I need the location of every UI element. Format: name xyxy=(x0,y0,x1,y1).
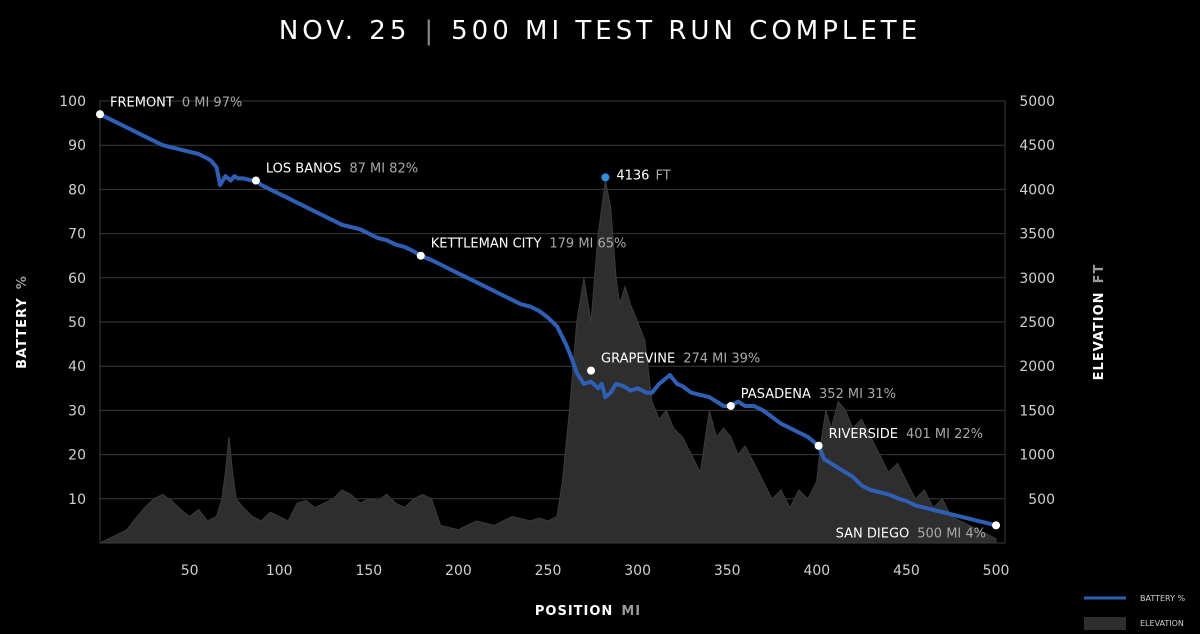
y-axis-ticks: 10 20 30 40 50 60 70 80 90 100 xyxy=(59,94,86,508)
annotation-markers: FREMONT 0 MI 97% LOS BANOS 87 MI 82% KETTLEM… xyxy=(96,95,1001,541)
y2-tick-label: 2000 xyxy=(1019,359,1055,375)
annotation-marker xyxy=(992,521,1001,530)
battery-line-group xyxy=(98,112,998,528)
x-tick-label: 500 xyxy=(983,563,1010,579)
peak-label: 4136 FT xyxy=(616,168,670,183)
x-tick-label: 400 xyxy=(803,563,830,579)
y2-tick-label: 4500 xyxy=(1019,138,1055,154)
legend-elevation-swatch xyxy=(1084,617,1126,630)
annotation-label: RIVERSIDE 401 MI 22% xyxy=(829,427,983,442)
annotation-marker xyxy=(251,176,260,185)
annotation-detail: 179 MI 65% xyxy=(549,237,626,252)
title-subtitle: 500 MI TEST RUN COMPLETE xyxy=(451,16,921,46)
y2-tick-label: 5000 xyxy=(1019,94,1055,110)
annotation-marker xyxy=(587,366,596,375)
y-tick-label: 40 xyxy=(68,359,86,375)
annotation-marker xyxy=(814,441,823,450)
y2-axis-title: ELEVATIONFT xyxy=(1092,264,1107,381)
annotation-name: FREMONT xyxy=(110,95,174,110)
y2-tick-label: 1500 xyxy=(1019,403,1055,419)
annotation-detail: 352 MI 31% xyxy=(819,387,896,402)
y2-axis-ticks: 500 1000 1500 2000 2500 3000 3500 4000 4500 5000 xyxy=(1019,94,1055,508)
annotation-label: GRAPEVINE 274 MI 39% xyxy=(601,352,760,367)
y2-tick-label: 3000 xyxy=(1019,271,1055,287)
x-tick-label: 350 xyxy=(714,563,741,579)
annotation-name: LOS BANOS xyxy=(266,162,341,177)
y-tick-label: 60 xyxy=(68,271,86,287)
x-tick-label: 250 xyxy=(535,563,562,579)
legend: BATTERY % ELEVATION xyxy=(1084,594,1186,630)
y2-tick-label: 3500 xyxy=(1019,227,1055,243)
chart-title: NOV. 25 | 500 MI TEST RUN COMPLETE xyxy=(279,16,921,46)
peak-unit: FT xyxy=(655,168,670,183)
title-date: NOV. 25 xyxy=(279,16,411,46)
y-axis-title: BATTERY% xyxy=(15,275,30,369)
annotation-marker xyxy=(416,251,425,260)
y2-tick-label: 4000 xyxy=(1019,182,1055,198)
annotation-name: KETTLEMAN CITY xyxy=(431,237,542,252)
x-axis-title: POSITION MI xyxy=(535,604,641,619)
x-tick-label: 150 xyxy=(355,563,382,579)
legend-battery-label: BATTERY % xyxy=(1140,594,1186,603)
battery-line xyxy=(98,112,998,528)
x-tick-label: 300 xyxy=(624,563,651,579)
y2-tick-label: 500 xyxy=(1028,492,1055,508)
elevation-area xyxy=(99,180,997,544)
y-tick-label: 10 xyxy=(68,492,86,508)
x-tick-label: 200 xyxy=(445,563,472,579)
annotation-name: RIVERSIDE xyxy=(829,427,898,442)
annotation-label: LOS BANOS 87 MI 82% xyxy=(266,162,418,177)
annotation-marker xyxy=(726,401,735,410)
y-tick-label: 30 xyxy=(68,403,86,419)
annotation-label: KETTLEMAN CITY 179 MI 65% xyxy=(431,237,627,252)
y-tick-label: 70 xyxy=(68,227,86,243)
peak-value: 4136 xyxy=(616,168,649,183)
annotation-label: SAN DIEGO 500 MI 4% xyxy=(836,526,986,541)
y-tick-label: 100 xyxy=(59,94,86,110)
annotation-detail: 500 MI 4% xyxy=(917,526,986,541)
y-tick-label: 80 xyxy=(68,182,86,198)
elevation-area-group xyxy=(99,180,997,544)
annotation-detail: 87 MI 82% xyxy=(349,162,418,177)
annotation-name: SAN DIEGO xyxy=(836,526,910,541)
x-tick-label: 450 xyxy=(893,563,920,579)
annotation-detail: 401 MI 22% xyxy=(906,427,983,442)
annotation-detail: 274 MI 39% xyxy=(683,352,760,367)
y2-tick-label: 2500 xyxy=(1019,315,1055,331)
title-divider: | xyxy=(424,16,437,46)
x-tick-label: 50 xyxy=(181,563,199,579)
x-axis-ticks: 50 100 150 200 250 300 350 400 450 500 xyxy=(181,563,1010,579)
y-tick-label: 20 xyxy=(68,448,86,464)
annotation-detail: 0 MI 97% xyxy=(182,95,242,110)
annotation-name: GRAPEVINE xyxy=(601,352,675,367)
annotation-name: PASADENA xyxy=(741,387,811,402)
x-tick-label: 100 xyxy=(266,563,293,579)
peak-marker xyxy=(601,173,610,182)
annotation-label: FREMONT 0 MI 97% xyxy=(110,95,242,110)
annotation-marker xyxy=(96,110,104,119)
y2-tick-label: 1000 xyxy=(1019,448,1055,464)
y-tick-label: 50 xyxy=(68,315,86,331)
annotation-label: PASADENA 352 MI 31% xyxy=(741,387,896,402)
legend-elevation-label: ELEVATION xyxy=(1140,619,1184,628)
y-tick-label: 90 xyxy=(68,138,86,154)
